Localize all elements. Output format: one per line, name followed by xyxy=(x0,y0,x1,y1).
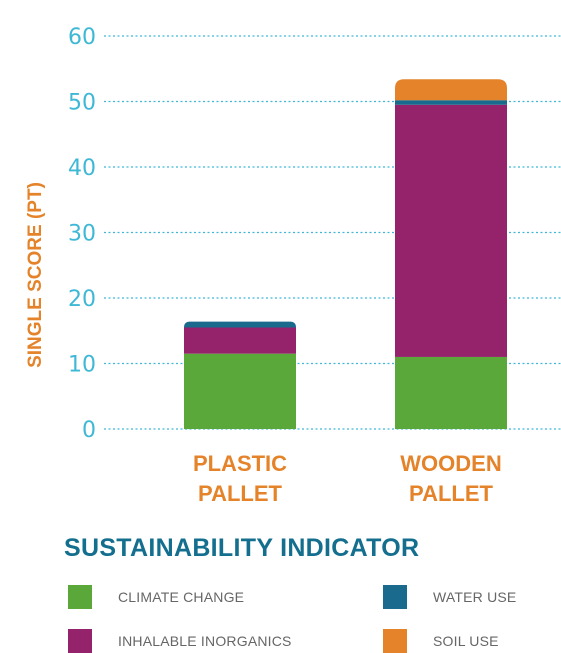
category-label: WOODEN xyxy=(400,451,501,476)
category-label: PLASTIC xyxy=(193,451,287,476)
bar-segment-water-use xyxy=(395,100,507,105)
legend-swatch-climate-change xyxy=(68,585,92,609)
bar-segment-water-use xyxy=(184,321,296,328)
bar-segment-inhalable-inorganics xyxy=(395,104,507,357)
legend-swatch-soil-use xyxy=(383,629,407,653)
y-tick-label: 50 xyxy=(68,91,96,116)
y-axis-label: SINGLE SCORE (PT) xyxy=(25,182,46,368)
legend-title: SUSTAINABILITY INDICATOR xyxy=(64,534,420,562)
legend-label: SOIL USE xyxy=(433,633,499,649)
bars xyxy=(184,79,507,429)
legend-item-inhalable-inorganics: INHALABLE INORGANICS xyxy=(68,629,292,653)
y-tick-label: 0 xyxy=(82,418,96,443)
y-tick-label: 60 xyxy=(68,25,96,50)
y-tick-label: 10 xyxy=(68,353,96,378)
legend-item-water-use: WATER USE xyxy=(383,585,516,609)
category-label: PALLET xyxy=(198,481,282,506)
legend-label: CLIMATE CHANGE xyxy=(118,589,245,605)
bar-segment-climate-change xyxy=(184,353,296,429)
bar-segment-inhalable-inorganics xyxy=(184,327,296,354)
legend-swatch-water-use xyxy=(383,585,407,609)
legend-item-climate-change: CLIMATE CHANGE xyxy=(68,585,244,609)
category-label: PALLET xyxy=(409,481,493,506)
y-tick-label: 30 xyxy=(68,222,96,247)
legend-swatch-inhalable-inorganics xyxy=(68,629,92,653)
legend-item-soil-use: SOIL USE xyxy=(383,629,499,653)
legend-label: INHALABLE INORGANICS xyxy=(118,633,292,649)
legend-label: WATER USE xyxy=(433,589,517,605)
y-tick-label: 40 xyxy=(68,156,96,181)
y-tick-label: 20 xyxy=(68,287,96,312)
bar-segment-soil-use xyxy=(395,79,507,101)
y-tick-labels: 0 10 20 30 40 50 60 xyxy=(68,25,96,443)
category-labels: PLASTIC PALLET WOODEN PALLET xyxy=(193,451,502,506)
bar-segment-climate-change xyxy=(395,356,507,429)
